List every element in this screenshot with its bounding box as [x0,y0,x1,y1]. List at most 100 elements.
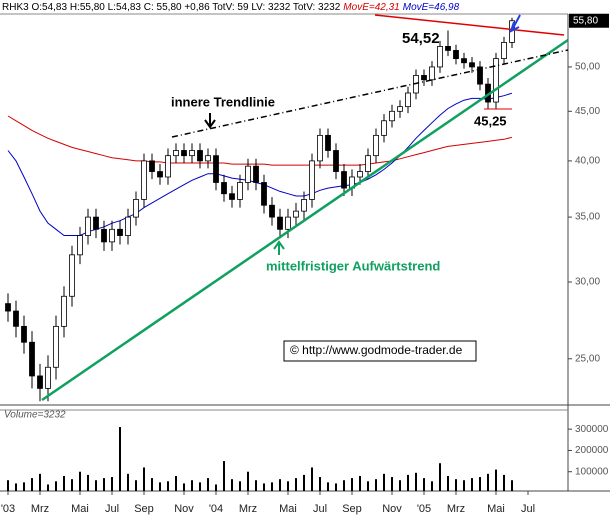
annotation: 45,25 [474,113,507,128]
volume-bar [151,478,153,491]
volume-bar [407,474,409,491]
candle-body [397,106,403,112]
volume-bar [463,480,465,491]
annotation: innere Trendlinie [171,94,275,109]
x-tick-label: Jul [521,503,535,515]
volume-label: Volume=3232 [4,410,66,421]
moving-average [7,115,513,166]
volume-bar [119,427,121,491]
arrow [204,113,216,129]
y-tick-label: 30,00 [575,277,600,288]
arrow [509,14,521,33]
resistance-line [374,14,565,36]
volume-bar [311,467,313,491]
candle-body [197,150,203,162]
x-tick-label: Mrz [239,503,257,515]
candle-body [245,165,251,183]
x-tick-label: Mai [487,503,505,515]
candle-body [293,210,299,218]
candle-body [37,375,43,389]
candle-body [53,325,59,368]
volume-tick-label: 100000 [575,466,609,477]
header-info: RHK3 O:54,83 H:55,80 L:54,83 C: 55,80 +0… [2,2,341,13]
candle-body [429,66,435,81]
candle-body [221,182,227,195]
volume-bar [351,478,353,491]
candle-body [133,199,139,218]
volume-bar [343,480,345,491]
x-tick-label: Jul [313,503,327,515]
candle-body [285,216,291,230]
candle-body [381,120,387,136]
legend-entry: MovE=46,98 [403,2,460,13]
legend-entry: MovE=42,31 [343,2,399,13]
candle-body [101,228,107,243]
chart-header: RHK3 O:54,83 H:55,80 L:54,83 C: 55,80 +0… [2,2,460,13]
volume-bar [359,475,361,491]
trend-line [41,38,569,402]
candle-body [213,155,219,183]
candle-body [277,216,283,230]
candle-body [5,303,11,312]
volume-bar [247,471,249,491]
volume-bar [271,482,273,491]
candle-body [205,155,211,162]
volume-bar [207,478,209,491]
volume-bar [487,473,489,491]
candle-body [261,182,267,206]
candle-body [493,58,499,103]
volume-bar [87,474,89,491]
volume-bar [159,482,161,491]
volume-bar [391,477,393,491]
candle-body [21,325,27,343]
volume-bar [319,477,321,491]
volume-bar [127,473,129,491]
candle-body [341,171,347,189]
volume-bar [31,478,33,491]
candle-body [189,150,195,157]
x-tick-label: '04 [209,503,223,515]
volume-bar [471,478,473,491]
candle-body [405,92,411,108]
candle-body [77,235,83,256]
candle-body [365,155,371,172]
volume-bar [375,479,377,491]
candle-body [237,182,243,200]
candle-body [453,50,459,60]
volume-bar [231,479,233,491]
candle-body [309,160,315,200]
volume-bar [175,475,177,491]
y-tick-label: 40,00 [575,156,600,167]
x-tick-label: Mai [71,503,89,515]
candle-body [45,366,51,389]
volume-bar [383,473,385,491]
volume-bar [15,483,17,491]
volume-bar [39,473,41,491]
volume-bar [183,483,185,491]
volume-bar [47,484,49,491]
volume-bar [287,481,289,491]
candle-body [141,160,147,200]
volume-bar [239,481,241,491]
candle-body [157,171,163,178]
volume-bar [63,475,65,491]
volume-tick-label: 200000 [575,445,609,456]
volume-bar [415,472,417,491]
candle-body [69,254,75,297]
y-tick-label: 35,00 [575,212,600,223]
volume-bar [495,469,497,491]
volume-bar [223,461,225,491]
candle-body [373,134,379,157]
source-box [283,340,477,362]
x-tick-label: Mrz [447,503,465,515]
candle-body [117,228,123,236]
y-tick-label: 25,00 [575,353,600,364]
volume-tick-label: 300000 [575,424,609,435]
volume-bar [503,474,505,491]
trend-line [171,49,569,138]
volume-bar [511,480,513,491]
x-tick-label: '05 [417,503,431,515]
volume-bar [447,475,449,491]
volume-bar [279,479,281,491]
